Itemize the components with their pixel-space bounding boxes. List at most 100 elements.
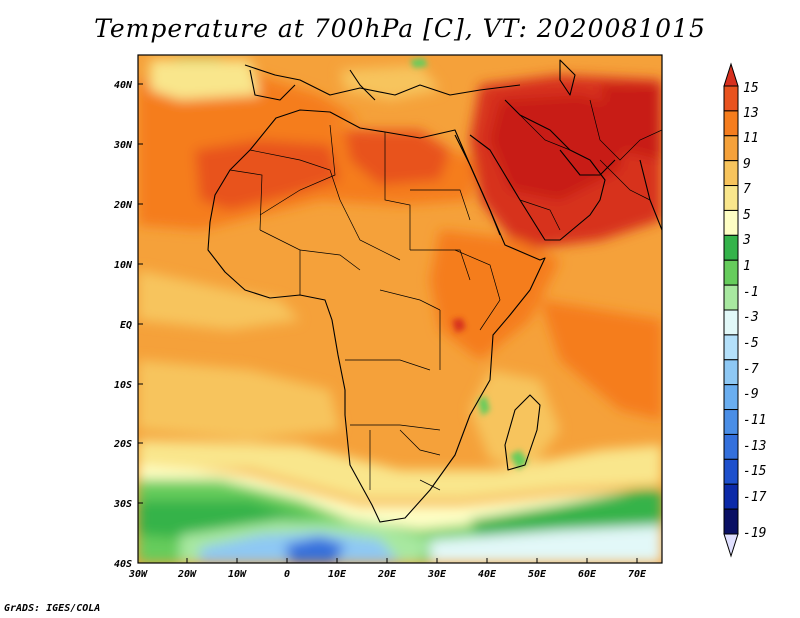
lat-tick-label: 10S — [114, 380, 132, 391]
lat-tick-label: 40N — [114, 80, 133, 91]
colorbar-label: -17 — [743, 490, 767, 505]
colorbar-label: -13 — [743, 439, 766, 454]
border — [249, 149, 341, 201]
border — [399, 429, 441, 456]
colorbar-label: 1 — [743, 259, 751, 274]
lon-tick-label: 30W — [128, 569, 148, 580]
colorbar-segment — [723, 359, 739, 386]
border — [519, 199, 561, 231]
mild-spot-mediterranean — [340, 65, 440, 100]
tick-marks — [138, 83, 638, 563]
colorbar-label: -15 — [743, 464, 767, 479]
red-sea-west — [454, 134, 501, 236]
lon-tick-label: 20E — [377, 569, 397, 580]
madagascar-coastline — [504, 394, 541, 471]
mild-region-south-atlantic — [138, 360, 340, 440]
lon-tick-label: 0 — [284, 569, 290, 580]
colorbar-segment — [723, 458, 739, 485]
colorbar-cap-bottom — [723, 533, 739, 558]
border — [339, 199, 401, 261]
green-patch-mozambique — [478, 396, 490, 416]
lat-tick-label: 20N — [113, 200, 133, 211]
africa-coastline — [207, 109, 546, 523]
colorbar-label: 7 — [743, 182, 751, 197]
colorbar-label: 3 — [742, 233, 751, 248]
colorbar-segment — [723, 433, 739, 460]
coastlines — [207, 59, 662, 523]
mild-spot-north — [150, 60, 260, 100]
colorbar-label: 11 — [743, 131, 759, 146]
border — [410, 249, 471, 281]
lon-tick-label: 10W — [228, 569, 247, 580]
iberia — [249, 69, 296, 101]
border — [299, 249, 361, 271]
lon-tick-label: 40E — [478, 569, 497, 580]
lon-tick-label: 60E — [578, 569, 597, 580]
colorbar-segment — [723, 483, 739, 510]
colorbar-segment — [723, 334, 739, 361]
colorbar-label: -7 — [743, 362, 759, 377]
colorbar-label: -9 — [743, 387, 759, 402]
border — [345, 359, 431, 371]
lat-tick-label: EQ — [120, 320, 132, 331]
colorbar-segment — [723, 409, 739, 435]
lat-tick-label: 10N — [114, 260, 133, 271]
colorbar-label: 13 — [743, 106, 759, 121]
border — [259, 229, 301, 295]
lat-tick-label: 20S — [113, 439, 132, 450]
border — [384, 132, 411, 250]
frigid-core — [285, 537, 345, 563]
colorbar-segment — [723, 209, 739, 236]
credit-label: GrADS: IGES/COLA — [4, 603, 101, 614]
mild-region-gulf-guinea — [138, 270, 300, 330]
colorbar-segment — [723, 309, 739, 336]
border — [410, 189, 471, 221]
colorbar-label: -19 — [743, 526, 766, 541]
colorbar — [723, 62, 739, 558]
italy — [349, 69, 376, 101]
colorbar-segment — [723, 234, 739, 261]
map-frame — [137, 54, 663, 564]
colorbar-segment — [723, 160, 739, 187]
warm-core-iran — [600, 85, 662, 160]
map-title: Temperature at 700hPa [C], VT: 202008101… — [94, 14, 706, 43]
border — [229, 169, 263, 231]
colorbar-segment — [723, 85, 739, 112]
border — [454, 249, 501, 331]
colorbar-label: -1 — [743, 285, 759, 300]
colorbar-label: -3 — [743, 310, 759, 325]
colorbar-segment — [723, 384, 739, 411]
caspian — [559, 59, 576, 96]
colorbar-label: -11 — [743, 413, 766, 428]
colorbar-segment — [723, 110, 739, 137]
colorbar-label: 5 — [743, 208, 751, 223]
country-borders — [229, 99, 662, 491]
lon-axis: 30W 20W 10W 0 10E 20E 30E 40E 50E 60E 70… — [128, 569, 647, 580]
hot-region-sahara-west — [195, 140, 340, 210]
colorbar-segment — [723, 508, 739, 535]
colorbar-segment — [723, 135, 739, 162]
green-patch-north — [410, 58, 428, 68]
hot-region-sahara-east — [345, 130, 450, 185]
mild-region-madagascar — [470, 370, 560, 470]
lon-tick-label: 10E — [328, 569, 347, 580]
colorbar-label: -5 — [743, 336, 759, 351]
border — [259, 124, 336, 216]
lat-tick-label: 30N — [113, 140, 133, 151]
border — [519, 114, 571, 151]
border — [589, 99, 662, 161]
colorbar-segment — [723, 259, 739, 286]
colorbar-labels: 15 13 11 9 7 5 3 1 -1 -3 -5 -7 -9 -11 -1… — [742, 81, 767, 541]
europe-coastline — [244, 64, 521, 96]
colorbar-segment — [723, 284, 739, 311]
temperature-field — [138, 55, 662, 563]
very-cold-region-south-2 — [430, 525, 662, 563]
border — [379, 289, 441, 311]
lat-tick-label: 40S — [114, 559, 132, 570]
warm-region-indian-ocean — [540, 300, 662, 420]
border — [599, 159, 651, 201]
lat-tick-label: 30S — [113, 499, 132, 510]
lat-axis: 40N 30N 20N 10N EQ 10S 20S 30S 40S — [113, 80, 133, 570]
colorbar-label: 9 — [743, 157, 751, 172]
